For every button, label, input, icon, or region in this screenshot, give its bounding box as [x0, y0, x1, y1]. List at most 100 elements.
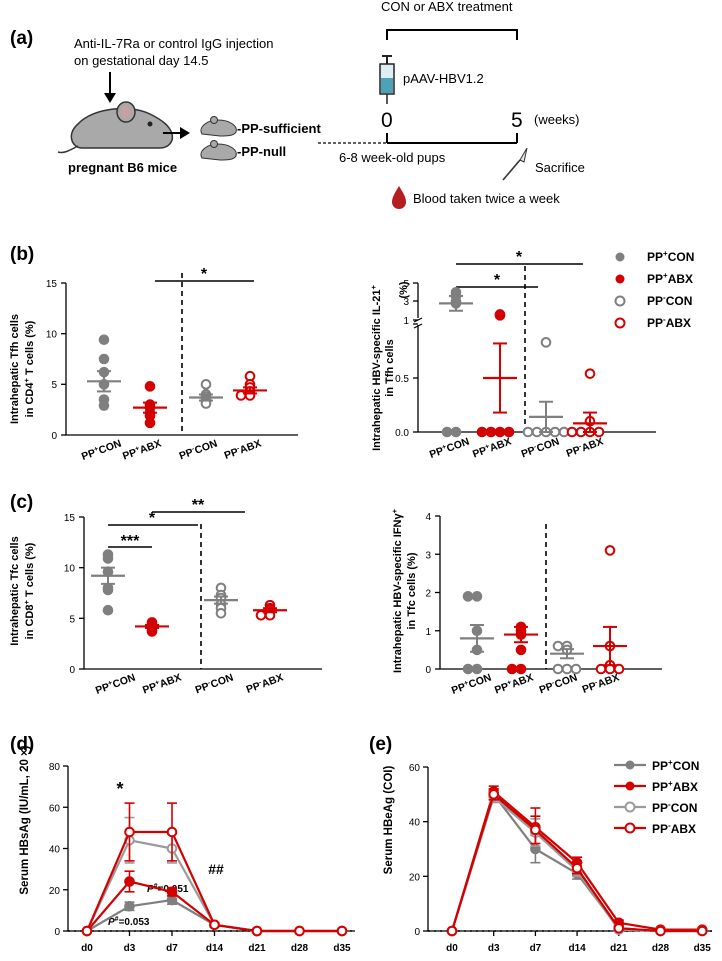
scatter-legend-item: PP+ABX: [615, 271, 693, 286]
y-tick-label: 40: [409, 818, 421, 829]
pup-mouse-icon-2: [200, 140, 237, 161]
y-ticks: 0 5 10 15: [46, 279, 66, 442]
data-point: [251, 925, 263, 937]
significance-star: *: [116, 779, 123, 799]
p-value-annotation: P#=0.053: [108, 916, 150, 928]
data-point-pp-plus-abx: [144, 381, 156, 392]
x-tick-label: d0: [81, 943, 93, 954]
significance-star: *: [494, 272, 501, 289]
y-tick-label: 1: [403, 316, 409, 327]
vector-label: pAAV-HBV1.2: [403, 71, 484, 86]
x-tick-label: d3: [124, 943, 136, 954]
y-tick-label: 3: [403, 297, 409, 308]
chart-b2-ylabel-line3: (%): [398, 281, 410, 298]
x-tick-label: d21: [610, 943, 628, 954]
legend-label: PP+ABX: [652, 779, 698, 794]
injection-text-line2: on gestational day 14.5: [74, 53, 208, 68]
legend-label: PP+ABX: [647, 271, 693, 286]
data-point-pp-plus-abx: [515, 644, 527, 656]
y-tick-label: 5: [69, 614, 75, 625]
y-tick-label: 10: [46, 330, 58, 341]
right-arrow-icon: [163, 127, 190, 139]
panel-label-e: (e): [369, 734, 392, 755]
chart-b2: Intrahepatic HBV-specific IL-21+ in Tfh …: [369, 249, 656, 461]
x-tick-label: d35: [694, 943, 712, 954]
panel-label-b: (b): [10, 244, 34, 265]
data-point-pp-plus-abx: [485, 426, 497, 438]
x-tick-label: PP+CON: [80, 438, 123, 463]
y-tick-label: 0.5: [395, 374, 409, 385]
data-point-pp-plus-con: [441, 426, 453, 438]
schematic-panel: (a) Anti-IL-7Ra or control IgG injection…: [10, 0, 585, 209]
y-tick-label: 0: [425, 665, 431, 676]
chart-e: Serum HBeAg (COI) 0 20 40 60 d0 d3 d7 d14 d21 d28…: [383, 758, 712, 954]
legend-marker-pp-plus-abx: [625, 781, 635, 791]
y-tick-label: 0.0: [395, 428, 409, 439]
data-point-pp-minus-con: [215, 607, 227, 619]
data-point: [166, 826, 178, 838]
legend-marker-pp-minus-con: [624, 801, 636, 813]
y-tick-label: 2: [425, 589, 431, 600]
line-legend-item: PP-CON: [614, 800, 697, 815]
data-point: [124, 826, 135, 838]
x-tick-label: PP+CON: [450, 672, 493, 697]
panel-label-d: (d): [10, 734, 34, 755]
legend-marker-pp-minus-abx: [614, 317, 626, 329]
data-point-pp-plus-con: [102, 553, 114, 564]
chart-e-ylabel: Serum HBeAg (COI): [383, 766, 395, 875]
data-point: [446, 925, 458, 937]
chart-b2-points: [439, 286, 607, 438]
data-point: [488, 789, 500, 800]
blood-drop-icon: [392, 186, 406, 209]
y-tick-label: 15: [64, 513, 76, 524]
data-point: [696, 925, 708, 937]
chart-c1-ylabel-line2: in CD8+ T cells (%): [22, 542, 36, 639]
weeks-label: (weeks): [534, 112, 580, 127]
data-point-pp-plus-con: [98, 353, 110, 365]
significance-star: *: [516, 249, 523, 266]
data-point-pp-plus-con: [98, 334, 110, 346]
chart-d-series: [81, 802, 348, 937]
legend-marker-pp-plus-abx: [615, 274, 625, 284]
data-point-pp-plus-abx: [494, 310, 506, 321]
y-tick-label: 0: [69, 665, 75, 676]
chart-c1-points: [91, 549, 287, 637]
data-point-pp-minus-abx: [604, 545, 616, 556]
data-point-pp-plus-abx: [503, 426, 515, 438]
data-point-pp-plus-con: [102, 604, 114, 616]
x-tick-label: d28: [652, 943, 670, 954]
data-point: [571, 862, 583, 874]
y-ticks: 0 5 10 15: [64, 513, 84, 676]
pup-mouse-icon-1: [200, 116, 237, 137]
y-tick-label: 0: [414, 927, 420, 938]
x-tick-label: d14: [206, 943, 224, 954]
data-point-pp-minus-con: [200, 379, 212, 390]
legend-marker-pp-minus-abx: [624, 822, 636, 834]
x-tick-label: PP-ABX: [581, 672, 621, 696]
line-legend-item: PP+ABX: [614, 779, 698, 794]
y-tick-label: 3: [425, 550, 431, 561]
pp-sufficient-label: -PP-sufficient: [237, 121, 321, 136]
pregnant-mice-label: pregnant B6 mice: [68, 160, 177, 175]
data-point-pp-plus-abx: [494, 426, 506, 438]
x-tick-label: PP+CON: [94, 672, 137, 697]
x-tick-label: PP-ABX: [245, 672, 285, 696]
data-point-pp-plus-con: [102, 584, 114, 596]
y-tick-label: 4: [425, 512, 431, 523]
line-legend-item: PP-ABX: [614, 821, 696, 836]
legend-label: PP-CON: [647, 293, 692, 308]
blood-label: Blood taken twice a week: [413, 191, 560, 206]
data-point-pp-minus-abx: [595, 663, 607, 675]
chart-c1-ylabel-line1: Intrahepatic Tfc cells: [9, 536, 21, 645]
legend-marker-pp-minus-con: [614, 295, 626, 307]
data-point: [294, 925, 305, 937]
data-point-pp-plus-con: [98, 400, 110, 411]
chart-e-series: [446, 785, 708, 937]
y-tick-label: 1: [425, 627, 431, 638]
y-tick-label: 0: [51, 431, 57, 442]
chart-b1-ylabel-line1: Intrahepatic Tfh cells: [9, 314, 21, 424]
chart-b1-ylabel-line2: in CD4+ T cells (%): [22, 320, 36, 417]
chart-d: Serum HBsAg (IU/mL, 20 ×) 0 20 40 60 80 d0 d3 d…: [19, 745, 355, 954]
data-point-pp-minus-abx: [584, 368, 596, 379]
